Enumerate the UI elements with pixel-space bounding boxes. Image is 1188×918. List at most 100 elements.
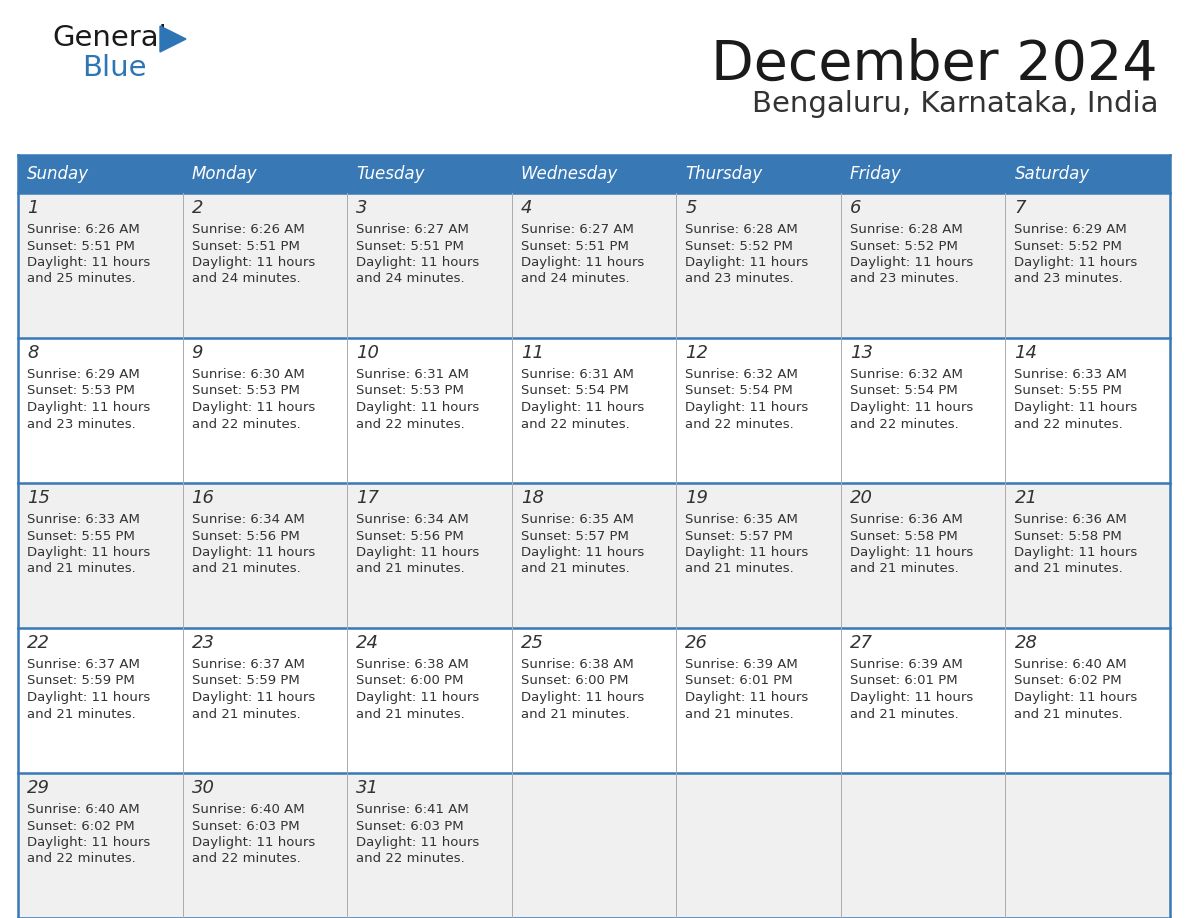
- Text: Daylight: 11 hours: Daylight: 11 hours: [191, 546, 315, 559]
- Text: 25: 25: [520, 634, 544, 652]
- Text: 17: 17: [356, 489, 379, 507]
- Text: and 22 minutes.: and 22 minutes.: [191, 853, 301, 866]
- Bar: [1005, 628, 1170, 773]
- Text: Sunset: 5:53 PM: Sunset: 5:53 PM: [27, 385, 135, 397]
- Text: and 21 minutes.: and 21 minutes.: [685, 563, 794, 576]
- Text: Sunrise: 6:38 AM: Sunrise: 6:38 AM: [356, 658, 469, 671]
- Text: Sunrise: 6:27 AM: Sunrise: 6:27 AM: [356, 223, 469, 236]
- Text: Daylight: 11 hours: Daylight: 11 hours: [356, 256, 480, 269]
- Bar: [347, 773, 512, 918]
- Text: and 21 minutes.: and 21 minutes.: [191, 708, 301, 721]
- Bar: [18, 193, 183, 338]
- Text: 1: 1: [27, 199, 38, 217]
- Text: 28: 28: [1015, 634, 1037, 652]
- Text: Daylight: 11 hours: Daylight: 11 hours: [1015, 256, 1138, 269]
- Text: Sunrise: 6:37 AM: Sunrise: 6:37 AM: [191, 658, 304, 671]
- Text: and 21 minutes.: and 21 minutes.: [1015, 708, 1123, 721]
- Text: Sunrise: 6:31 AM: Sunrise: 6:31 AM: [520, 368, 633, 381]
- Text: Sunrise: 6:29 AM: Sunrise: 6:29 AM: [27, 368, 140, 381]
- Text: Sunrise: 6:36 AM: Sunrise: 6:36 AM: [849, 513, 962, 526]
- Bar: [183, 193, 347, 338]
- Text: and 21 minutes.: and 21 minutes.: [520, 563, 630, 576]
- Bar: [676, 483, 841, 628]
- Text: 29: 29: [27, 779, 50, 797]
- Text: 2: 2: [191, 199, 203, 217]
- Bar: [512, 155, 676, 193]
- Text: Daylight: 11 hours: Daylight: 11 hours: [27, 401, 150, 414]
- Text: Sunrise: 6:39 AM: Sunrise: 6:39 AM: [849, 658, 962, 671]
- Text: and 22 minutes.: and 22 minutes.: [1015, 418, 1123, 431]
- Text: Sunday: Sunday: [27, 165, 89, 183]
- Text: Daylight: 11 hours: Daylight: 11 hours: [520, 401, 644, 414]
- Text: and 22 minutes.: and 22 minutes.: [356, 853, 465, 866]
- Text: Sunset: 5:56 PM: Sunset: 5:56 PM: [356, 530, 463, 543]
- Text: Wednesday: Wednesday: [520, 165, 618, 183]
- Text: Sunrise: 6:36 AM: Sunrise: 6:36 AM: [1015, 513, 1127, 526]
- Bar: [18, 338, 183, 483]
- Text: 30: 30: [191, 779, 215, 797]
- Text: 3: 3: [356, 199, 367, 217]
- Bar: [512, 628, 676, 773]
- Text: 27: 27: [849, 634, 873, 652]
- Text: Daylight: 11 hours: Daylight: 11 hours: [520, 546, 644, 559]
- Bar: [1005, 193, 1170, 338]
- Bar: [512, 483, 676, 628]
- Text: Sunrise: 6:34 AM: Sunrise: 6:34 AM: [191, 513, 304, 526]
- Text: Daylight: 11 hours: Daylight: 11 hours: [27, 836, 150, 849]
- Text: and 21 minutes.: and 21 minutes.: [356, 563, 465, 576]
- Text: Daylight: 11 hours: Daylight: 11 hours: [520, 691, 644, 704]
- Text: Daylight: 11 hours: Daylight: 11 hours: [191, 256, 315, 269]
- Bar: [18, 155, 183, 193]
- Bar: [347, 155, 512, 193]
- Text: and 24 minutes.: and 24 minutes.: [520, 273, 630, 285]
- Text: and 21 minutes.: and 21 minutes.: [27, 563, 135, 576]
- Text: Daylight: 11 hours: Daylight: 11 hours: [849, 256, 973, 269]
- Bar: [347, 628, 512, 773]
- Text: Blue: Blue: [82, 54, 146, 82]
- Text: Sunrise: 6:28 AM: Sunrise: 6:28 AM: [849, 223, 962, 236]
- Text: General: General: [52, 24, 166, 52]
- Bar: [1005, 483, 1170, 628]
- Text: 7: 7: [1015, 199, 1026, 217]
- Text: Sunset: 5:59 PM: Sunset: 5:59 PM: [27, 675, 134, 688]
- Bar: [1005, 338, 1170, 483]
- Bar: [676, 338, 841, 483]
- Text: Sunset: 5:52 PM: Sunset: 5:52 PM: [1015, 240, 1123, 252]
- Text: and 23 minutes.: and 23 minutes.: [27, 418, 135, 431]
- Text: 22: 22: [27, 634, 50, 652]
- Text: and 22 minutes.: and 22 minutes.: [849, 418, 959, 431]
- Text: Sunrise: 6:40 AM: Sunrise: 6:40 AM: [27, 803, 140, 816]
- Text: 31: 31: [356, 779, 379, 797]
- Text: Sunrise: 6:28 AM: Sunrise: 6:28 AM: [685, 223, 798, 236]
- Bar: [841, 338, 1005, 483]
- Text: and 21 minutes.: and 21 minutes.: [191, 563, 301, 576]
- Bar: [183, 773, 347, 918]
- Text: Sunset: 5:55 PM: Sunset: 5:55 PM: [1015, 385, 1123, 397]
- Text: 23: 23: [191, 634, 215, 652]
- Text: 18: 18: [520, 489, 544, 507]
- Text: and 22 minutes.: and 22 minutes.: [520, 418, 630, 431]
- Text: Sunset: 6:02 PM: Sunset: 6:02 PM: [1015, 675, 1121, 688]
- Text: Sunrise: 6:26 AM: Sunrise: 6:26 AM: [27, 223, 140, 236]
- Text: Sunrise: 6:33 AM: Sunrise: 6:33 AM: [27, 513, 140, 526]
- Text: Sunrise: 6:39 AM: Sunrise: 6:39 AM: [685, 658, 798, 671]
- Text: Sunset: 5:51 PM: Sunset: 5:51 PM: [27, 240, 135, 252]
- Text: Sunrise: 6:31 AM: Sunrise: 6:31 AM: [356, 368, 469, 381]
- Bar: [347, 193, 512, 338]
- Bar: [841, 155, 1005, 193]
- Text: and 21 minutes.: and 21 minutes.: [520, 708, 630, 721]
- Text: Daylight: 11 hours: Daylight: 11 hours: [356, 401, 480, 414]
- Text: Monday: Monday: [191, 165, 257, 183]
- Bar: [841, 193, 1005, 338]
- Text: Daylight: 11 hours: Daylight: 11 hours: [1015, 546, 1138, 559]
- Bar: [841, 483, 1005, 628]
- Bar: [512, 193, 676, 338]
- Text: Sunrise: 6:30 AM: Sunrise: 6:30 AM: [191, 368, 304, 381]
- Text: 26: 26: [685, 634, 708, 652]
- Text: Daylight: 11 hours: Daylight: 11 hours: [685, 691, 809, 704]
- Text: Sunset: 5:52 PM: Sunset: 5:52 PM: [849, 240, 958, 252]
- Text: 9: 9: [191, 344, 203, 362]
- Text: Thursday: Thursday: [685, 165, 763, 183]
- Bar: [1005, 155, 1170, 193]
- Text: Sunset: 6:00 PM: Sunset: 6:00 PM: [356, 675, 463, 688]
